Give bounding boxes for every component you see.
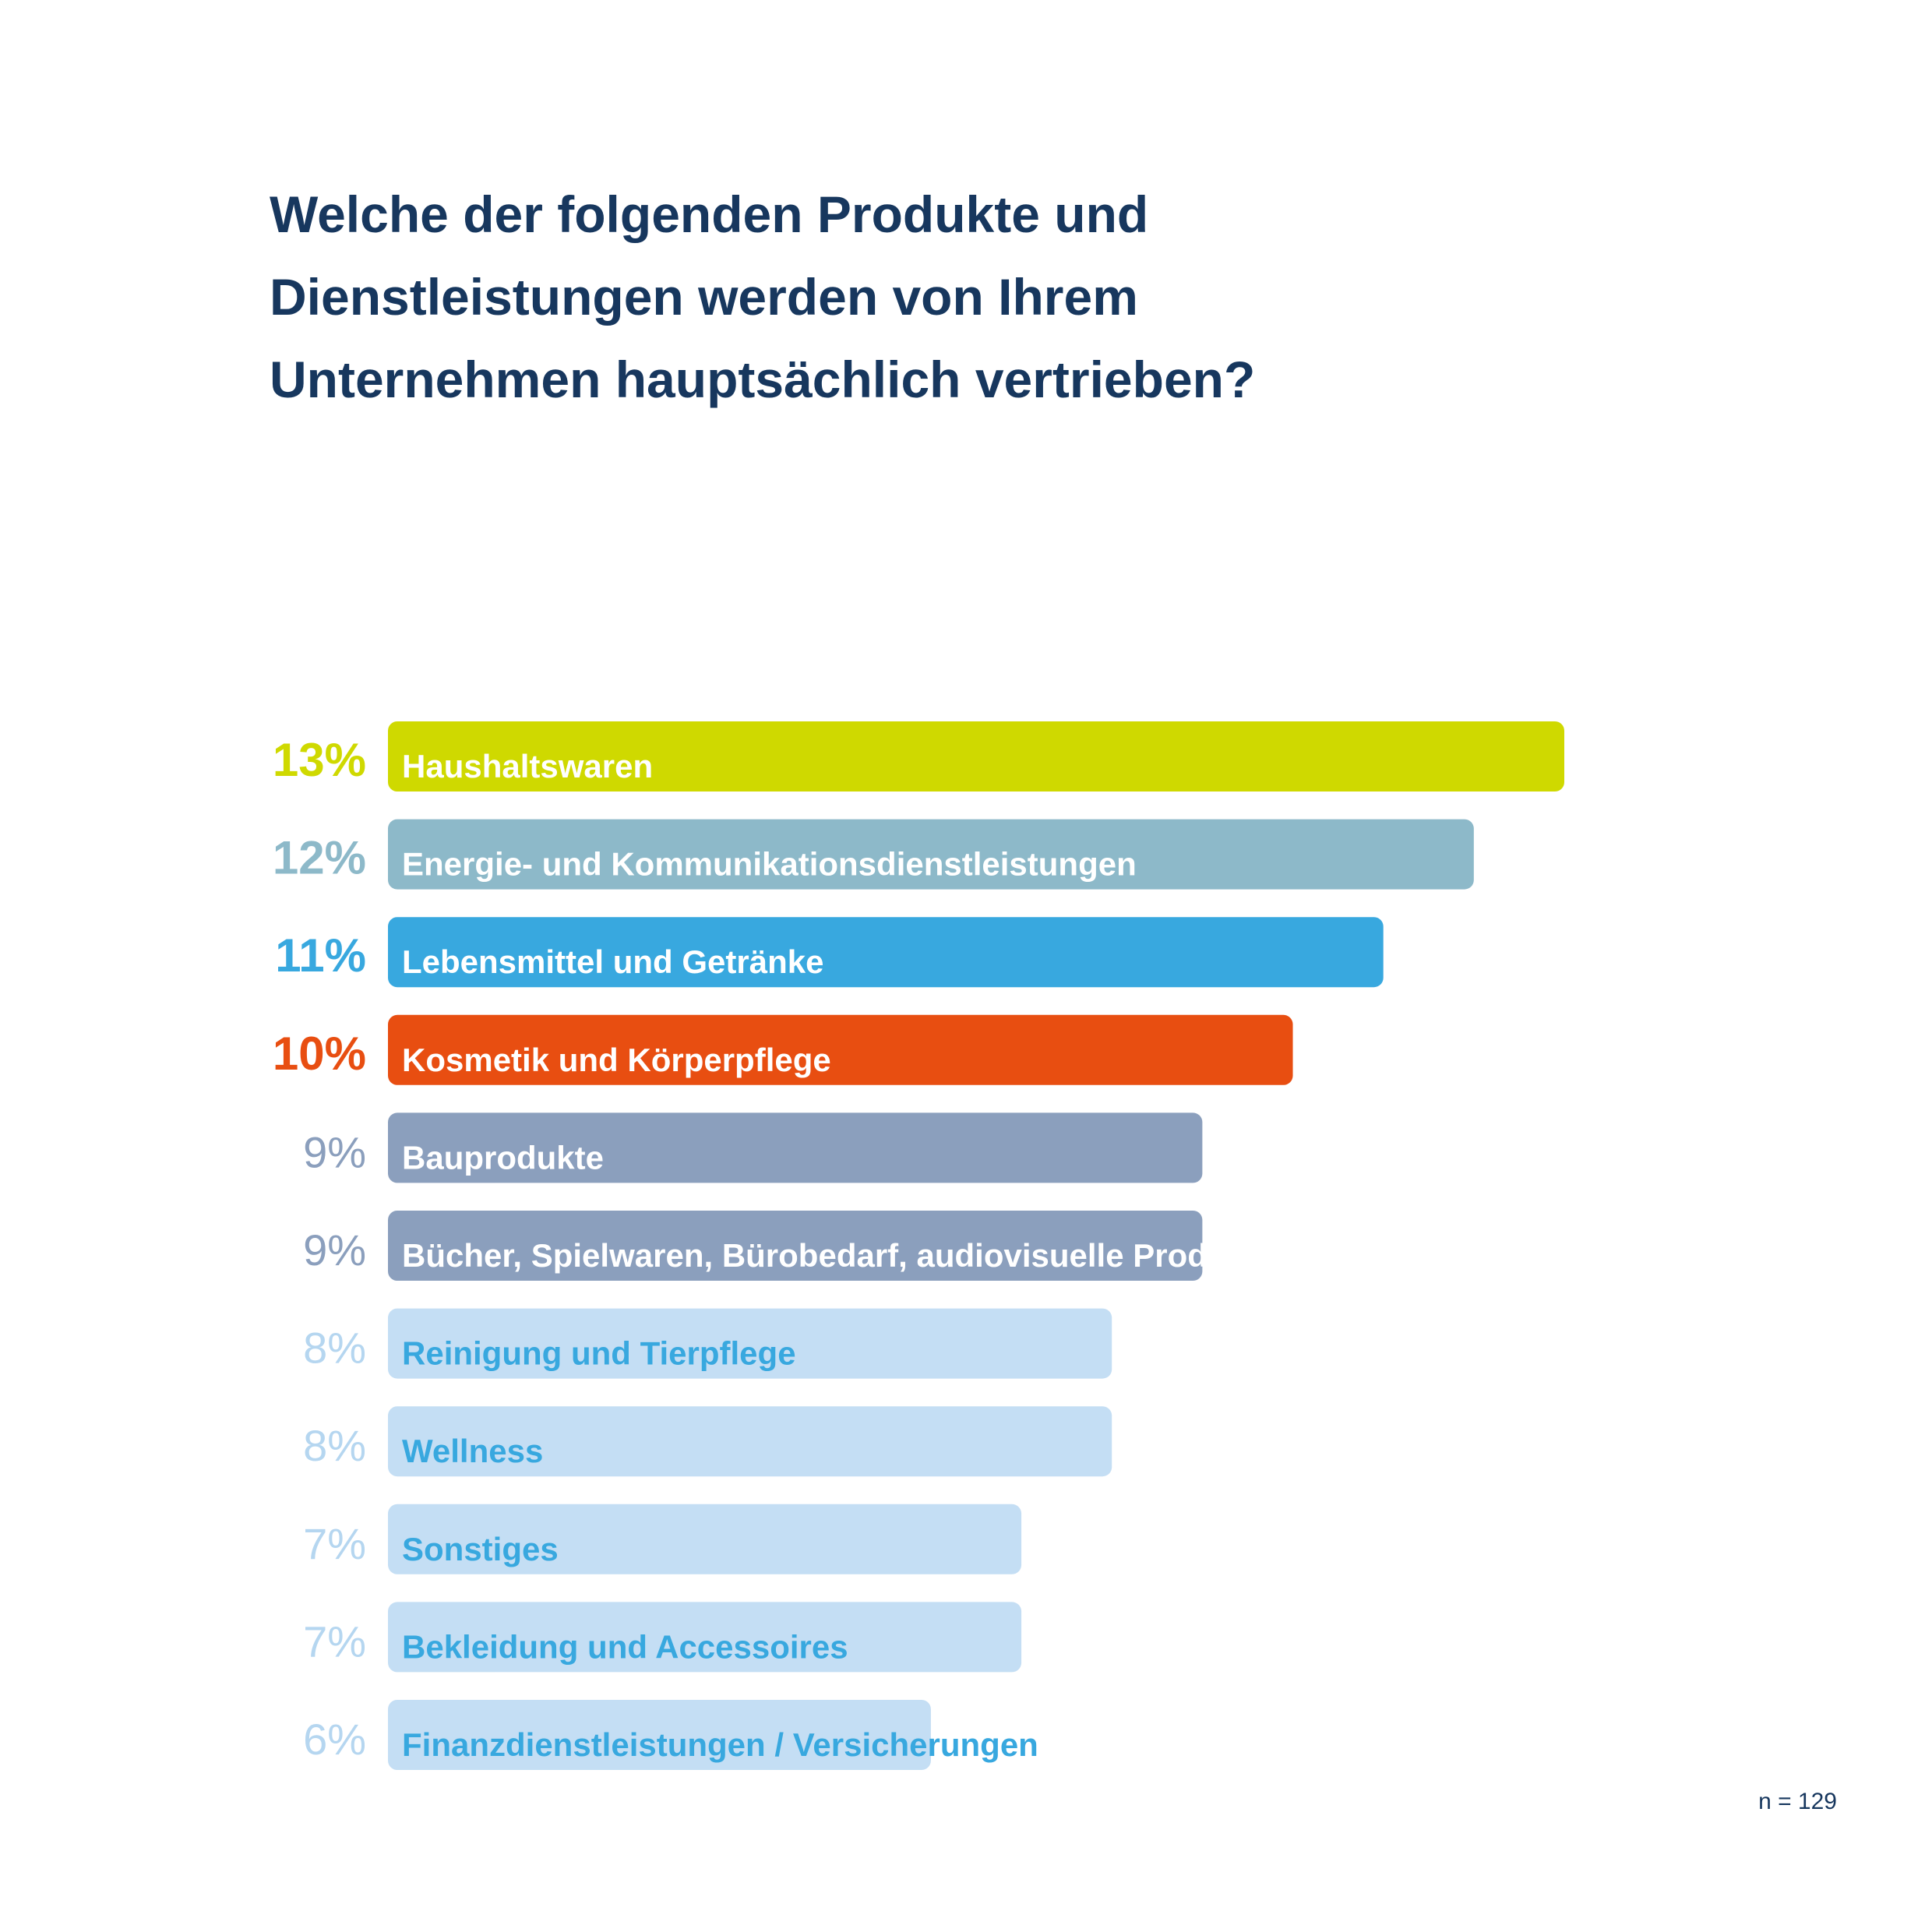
bar-group: Kosmetik und Körperpflege 10% [273, 1014, 1293, 1085]
bar [388, 1308, 1112, 1379]
bar-group: Bücher, Spielwaren, Bürobedarf, audiovis… [303, 1211, 1274, 1281]
bar [388, 1700, 931, 1770]
bar-label: Reinigung und Tierpflege [402, 1335, 796, 1372]
bar-group: Energie- und Kommunikationsdienstleistun… [273, 819, 1474, 890]
bar-label: Kosmetik und Körperpflege [402, 1042, 831, 1078]
bar-group: Bauprodukte 9% [303, 1112, 1203, 1183]
bar-group: Lebensmittel und Getränke 11% [275, 917, 1384, 988]
bar-value-label: 6% [303, 1715, 366, 1764]
bar-value-label: 7% [303, 1519, 366, 1568]
bar-value-label: 11% [275, 929, 366, 982]
bar-group: Haushaltswaren 13% [273, 721, 1564, 791]
bar-label: Bücher, Spielwaren, Bürobedarf, audiovis… [402, 1237, 1274, 1274]
chart-title: Welche der folgenden Produkte und Dienst… [270, 173, 1594, 421]
chart-title-line-3: Unternehmen hauptsächlich vertrieben? [270, 351, 1256, 408]
bar-value-label: 8% [303, 1421, 366, 1470]
bar [388, 1406, 1112, 1477]
bar [388, 721, 1564, 791]
bar-value-label: 8% [303, 1324, 366, 1373]
chart-title-line-1: Welche der folgenden Produkte und [270, 185, 1149, 243]
bar-value-label: 9% [303, 1127, 366, 1176]
bar [388, 917, 1384, 988]
bar-value-label: 7% [303, 1616, 366, 1666]
bar [388, 819, 1474, 890]
bar [388, 1014, 1293, 1085]
bar-group: Wellness 8% [303, 1406, 1112, 1477]
bar-label: Bauprodukte [402, 1139, 604, 1176]
chart-title-line-2: Dienstleistungen werden von Ihrem [270, 268, 1138, 326]
bar [388, 1602, 1022, 1673]
bar-label: Energie- und Kommunikationsdienstleistun… [402, 846, 1137, 883]
bar-value-label: 9% [303, 1225, 366, 1274]
bar-label: Sonstiges [402, 1531, 559, 1567]
bar-value-label: 10% [273, 1028, 366, 1080]
bar-group: Reinigung und Tierpflege 8% [303, 1308, 1112, 1379]
bar-group: Finanzdienstleistungen / Versicherungen 6… [303, 1700, 1038, 1770]
bar-label: Haushaltswaren [402, 748, 653, 784]
bar-group: Bekleidung und Accessoires 7% [303, 1602, 1022, 1673]
bar-label: Wellness [402, 1433, 543, 1469]
bar-label: Lebensmittel und Getränke [402, 943, 823, 980]
bar-value-label: 12% [273, 832, 366, 884]
bar-label: Finanzdienstleistungen / Versicherungen [402, 1726, 1038, 1763]
sample-size-note: n = 129 [1758, 1789, 1837, 1814]
bar [388, 1112, 1203, 1183]
bar [388, 1504, 1022, 1574]
bar-value-label: 13% [273, 734, 366, 786]
bar-label: Bekleidung und Accessoires [402, 1628, 848, 1665]
bar [388, 1211, 1203, 1281]
bar-group: Sonstiges 7% [303, 1504, 1022, 1574]
